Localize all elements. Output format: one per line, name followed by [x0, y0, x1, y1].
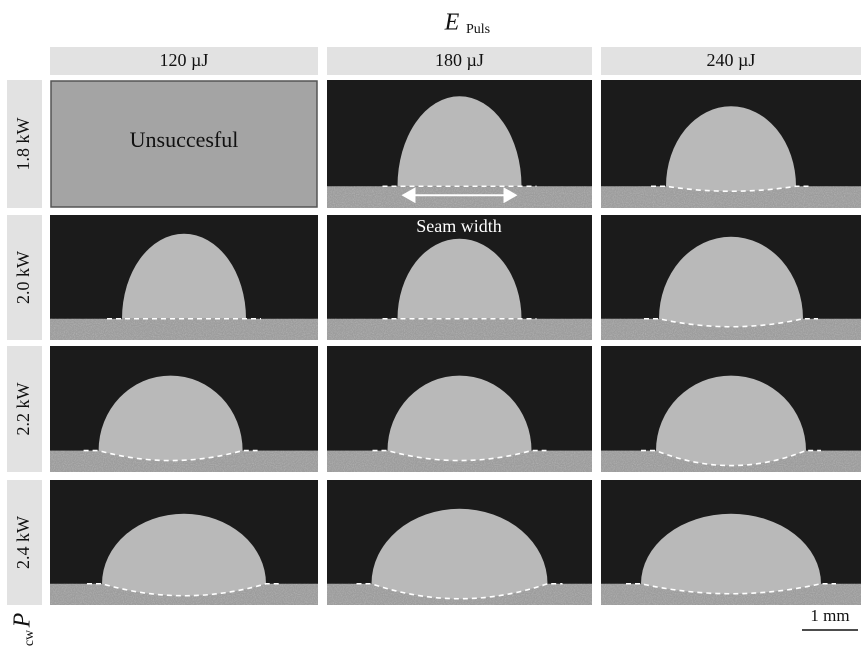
micrograph: [50, 346, 318, 472]
column-header: 120 µJ: [160, 50, 209, 70]
micrograph: [50, 215, 318, 340]
image-grid: 120 µJ 180 µJ 240 µJ 1.8 kW Unsuccesful 2.0 k…: [7, 47, 861, 605]
micrograph: [327, 480, 592, 605]
figure: E Puls 120 µJ 180 µJ 240 µJ 1.8 kW Unsuccesf…: [0, 0, 861, 648]
row-axis-symbol: P: [10, 612, 36, 628]
header-subscript: Puls: [466, 22, 490, 37]
micrograph: [601, 346, 861, 472]
page: {"header": {"symbol": "E", "subscript": …: [0, 0, 861, 648]
substrate-grain: [327, 319, 592, 340]
failed-label: Unsuccesful: [130, 127, 239, 152]
column-header: 180 µJ: [435, 50, 484, 70]
row-header: 1.8 kW: [13, 118, 33, 171]
micrograph: [601, 80, 861, 208]
substrate-grain: [327, 186, 592, 208]
header-symbol: E: [444, 10, 460, 36]
annotation: Seam width: [416, 216, 502, 236]
micrograph: [601, 480, 861, 605]
row-axis-subscript: cw: [22, 629, 37, 646]
row-header: 2.4 kW: [13, 516, 33, 569]
micrograph: [327, 80, 592, 208]
column-header: 240 µJ: [707, 50, 756, 70]
micrograph: [50, 480, 318, 605]
substrate-grain: [50, 319, 318, 340]
row-header: 2.0 kW: [13, 251, 33, 304]
micrograph: [601, 215, 861, 340]
row-header: 2.2 kW: [13, 383, 33, 436]
micrograph: [327, 346, 592, 472]
row-axis: P cw: [10, 612, 38, 646]
scale-bar-label: 1 mm: [810, 606, 849, 625]
